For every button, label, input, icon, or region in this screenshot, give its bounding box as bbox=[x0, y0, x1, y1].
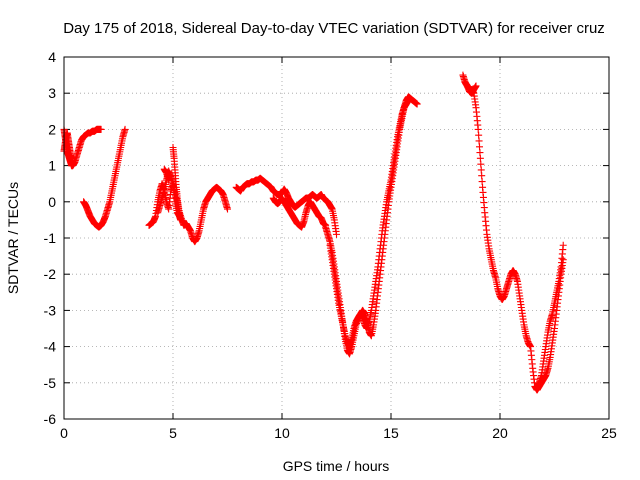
y-tick-label: 4 bbox=[48, 49, 56, 65]
data-point bbox=[121, 125, 129, 133]
x-tick-label: 25 bbox=[601, 425, 617, 441]
y-tick-label: -1 bbox=[44, 230, 57, 246]
y-tick-label: 1 bbox=[48, 158, 56, 174]
y-tick-label: -2 bbox=[44, 266, 57, 282]
data-point bbox=[97, 125, 105, 133]
x-tick-label: 20 bbox=[492, 425, 508, 441]
grid-lines bbox=[64, 57, 609, 419]
data-point bbox=[333, 230, 340, 238]
data-point bbox=[224, 205, 231, 213]
data-point bbox=[559, 256, 567, 264]
y-axis-label: SDTVAR / TECUs bbox=[5, 182, 21, 294]
y-tick-label: -6 bbox=[44, 411, 57, 427]
x-tick-label: 0 bbox=[60, 425, 68, 441]
data-point bbox=[559, 241, 567, 249]
plot-frame bbox=[63, 56, 610, 420]
data-point bbox=[472, 82, 480, 90]
y-tick-label: -4 bbox=[44, 339, 57, 355]
data-point bbox=[413, 100, 421, 108]
data-point bbox=[404, 96, 412, 104]
x-tick-label: 10 bbox=[274, 425, 290, 441]
chart-title: Day 175 of 2018, Sidereal Day-to-day VTE… bbox=[63, 20, 605, 37]
data-point bbox=[68, 154, 76, 162]
y-tick-label: -5 bbox=[44, 375, 57, 391]
data-point bbox=[177, 216, 185, 224]
y-tick-label: 3 bbox=[48, 85, 56, 101]
y-tick-label: -3 bbox=[44, 302, 57, 318]
x-axis-label: GPS time / hours bbox=[283, 458, 390, 474]
data-point bbox=[165, 176, 173, 184]
data-points bbox=[60, 71, 567, 394]
y-tick-label: 2 bbox=[48, 121, 56, 137]
y-tick-label: 0 bbox=[48, 194, 56, 210]
x-tick-label: 5 bbox=[169, 425, 177, 441]
x-tick-label: 15 bbox=[383, 425, 399, 441]
